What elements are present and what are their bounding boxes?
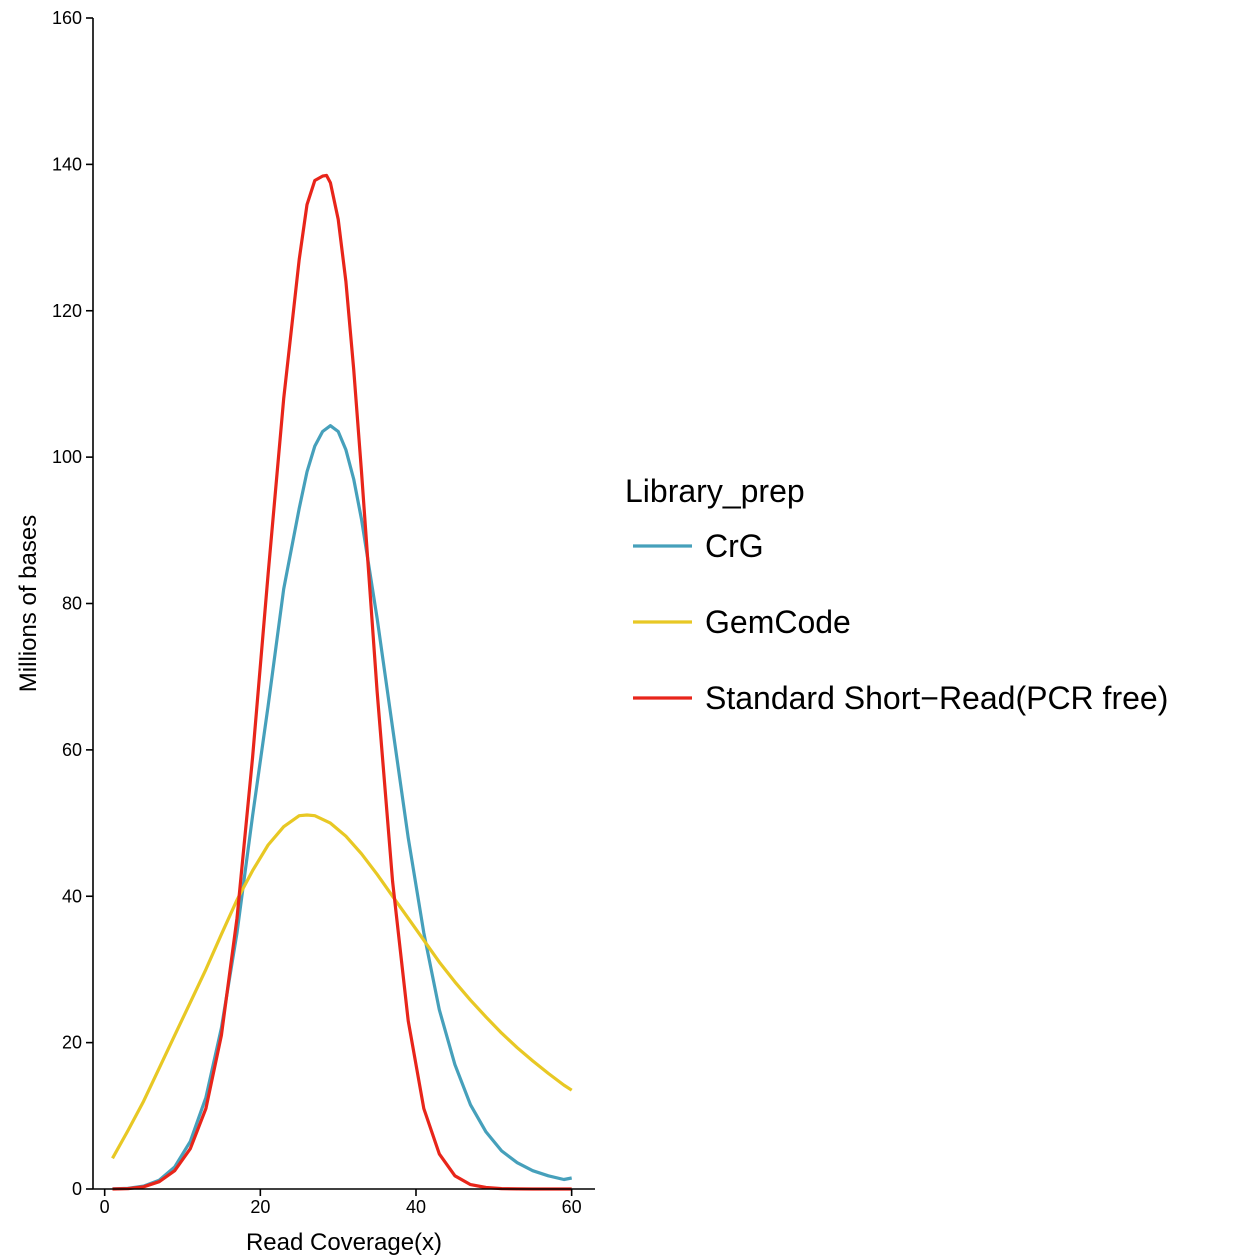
y-tick-label: 140 bbox=[52, 154, 82, 174]
series-layer bbox=[111, 173, 573, 1191]
y-tick-label: 0 bbox=[72, 1179, 82, 1199]
x-axis-title: Read Coverage(x) bbox=[246, 1229, 442, 1255]
y-tick-label: 20 bbox=[62, 1033, 82, 1053]
y-tick-label: 80 bbox=[62, 594, 82, 614]
legend: Library_prep CrG GemCode Standard Short−Rea… bbox=[625, 473, 1168, 716]
legend-label-2: Standard Short−Read(PCR free) bbox=[705, 680, 1168, 716]
y-tick-label: 120 bbox=[52, 301, 82, 321]
legend-label-0: CrG bbox=[705, 528, 764, 564]
x-tick-label: 40 bbox=[406, 1197, 426, 1217]
y-tick-label: 160 bbox=[52, 8, 82, 28]
series-line-2 bbox=[112, 173, 572, 1191]
y-tick-label: 100 bbox=[52, 447, 82, 467]
y-axis-title: Millions of bases bbox=[15, 515, 42, 692]
y-tick-label: 60 bbox=[62, 740, 82, 760]
axes-layer: 0 20 40 60 0 20 40 60 80 100 120 140 160 Read Coverag… bbox=[15, 8, 595, 1256]
legend-label-1: GemCode bbox=[705, 604, 851, 640]
series-line-1 bbox=[111, 813, 573, 1160]
x-tick-label: 0 bbox=[100, 1197, 110, 1217]
legend-title: Library_prep bbox=[625, 473, 805, 509]
x-tick-label: 60 bbox=[562, 1197, 582, 1217]
y-tick-label: 40 bbox=[62, 886, 82, 906]
x-tick-label: 20 bbox=[250, 1197, 270, 1217]
series-line-0 bbox=[112, 424, 573, 1191]
